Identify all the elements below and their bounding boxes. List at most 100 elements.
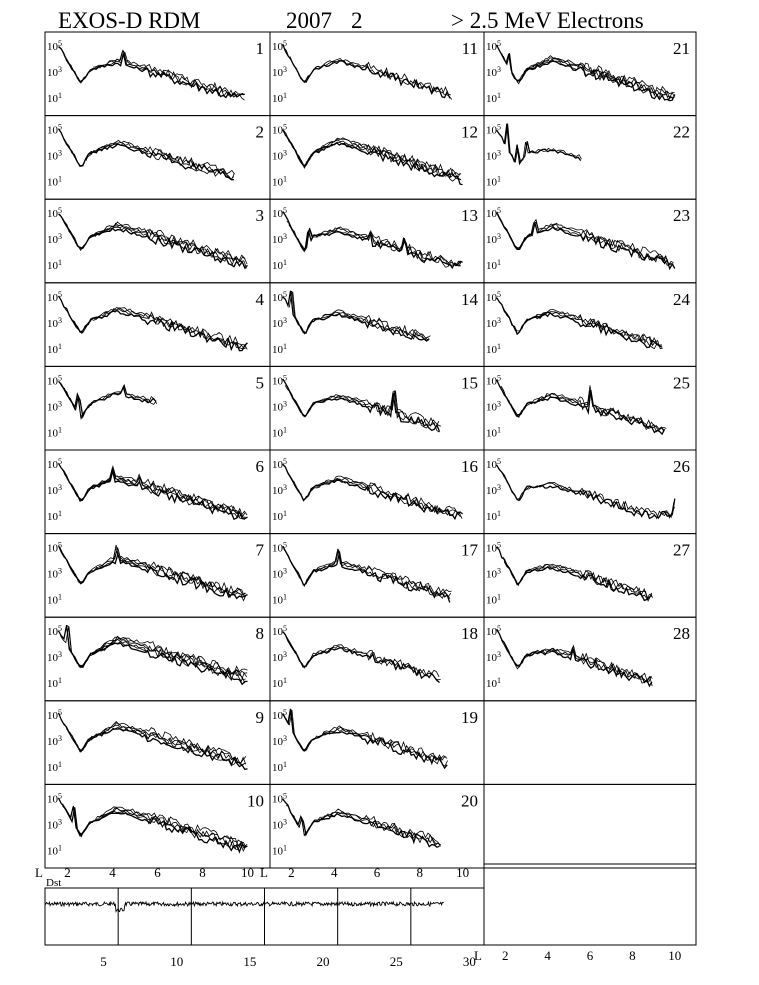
flux-series-line [286, 136, 462, 180]
flux-series-line [71, 636, 248, 675]
y-tick-label: 103 [486, 149, 501, 163]
y-tick-label: 105 [272, 708, 287, 722]
flux-series-line [500, 386, 665, 433]
flux-series-line [98, 547, 248, 598]
day-label: 17 [461, 541, 479, 560]
flux-series-line [501, 53, 676, 100]
flux-series-line [63, 138, 235, 180]
day-label: 21 [673, 39, 690, 58]
y-tick-label: 105 [272, 791, 287, 805]
flux-series-line [516, 390, 665, 432]
flux-series-line [282, 43, 451, 99]
day-label: 27 [673, 541, 691, 560]
y-tick-label: 103 [47, 650, 62, 664]
panel-frame [269, 115, 485, 200]
y-tick-label: 103 [47, 316, 62, 330]
title-particles: > 2.5 MeV Electrons [451, 8, 644, 33]
y-tick-label: 103 [47, 149, 62, 163]
day-label: 15 [461, 373, 478, 392]
day-panel: 14 105 103 101 [272, 290, 479, 356]
dst-label: Dst [46, 877, 61, 889]
y-tick-label: 101 [486, 593, 501, 607]
panel-frame [483, 700, 697, 785]
flux-series-line [289, 56, 453, 100]
dst-x-tick-label: 15 [243, 954, 256, 969]
flux-series-line [289, 390, 442, 427]
flux-series-line [90, 221, 248, 265]
day-panel: 8 105 103 101 [47, 624, 264, 690]
y-tick-label: 103 [272, 567, 287, 581]
flux-series-line [69, 544, 246, 596]
flux-series-line [70, 307, 247, 349]
day-label: 6 [256, 457, 265, 476]
day-panel: 19 105 103 101 [272, 708, 478, 774]
panel-frame [44, 616, 271, 702]
flux-series-line [290, 290, 430, 341]
x-tick-label: 4 [544, 948, 551, 963]
flux-series-line [315, 549, 452, 596]
flux-series-line [285, 804, 441, 847]
day-panel: 20 105 103 101 [272, 791, 478, 857]
day-label: 20 [461, 791, 478, 810]
day-label: 25 [673, 373, 690, 392]
x-tick-label: 4 [331, 865, 338, 880]
y-tick-label: 105 [486, 123, 501, 137]
flux-series-line [85, 139, 235, 175]
flux-series-line [496, 628, 653, 688]
y-tick-label: 101 [272, 593, 287, 607]
panel-frame [44, 783, 271, 869]
y-tick-label: 101 [272, 760, 287, 774]
day-label: 13 [461, 206, 478, 225]
flux-series-line [322, 309, 431, 339]
x-tick-label: 10 [241, 865, 254, 880]
flux-series-line [318, 725, 448, 761]
flux-series-line [59, 381, 158, 421]
title-year: 2007 [286, 8, 332, 33]
y-tick-label: 105 [486, 541, 501, 555]
day-label: 23 [673, 206, 690, 225]
flux-series-line [282, 290, 430, 342]
flux-series-line [285, 709, 448, 767]
y-tick-label: 105 [272, 290, 287, 304]
flux-series-line [57, 128, 235, 181]
flux-series-line [498, 216, 673, 266]
y-tick-label: 101 [486, 258, 501, 272]
y-tick-label: 103 [486, 316, 501, 330]
flux-series-line [504, 123, 582, 163]
day-label: 24 [673, 290, 691, 309]
day-panel: 27 105 103 101 [486, 541, 691, 607]
flux-series-line [57, 712, 248, 771]
x-axis-label: L [260, 865, 268, 880]
flux-series-line [62, 804, 247, 848]
y-tick-label: 101 [486, 425, 501, 439]
x-axis: L 2 4 6 8 10 [35, 865, 254, 880]
panel-frame [483, 783, 697, 869]
y-tick-label: 105 [272, 373, 287, 387]
day-panel: 22 105 103 101 [486, 123, 690, 189]
y-tick-label: 103 [47, 483, 62, 497]
flux-series-line [288, 807, 441, 847]
y-tick-label: 105 [47, 791, 62, 805]
day-label: 28 [673, 624, 690, 643]
y-tick-label: 101 [272, 425, 287, 439]
flux-series-line [315, 475, 463, 519]
flux-series-line [75, 721, 247, 764]
y-tick-label: 101 [272, 258, 287, 272]
day-panel: 15 105 103 101 [272, 373, 478, 439]
y-tick-label: 101 [486, 676, 501, 690]
flux-series-line [534, 308, 662, 347]
flux-series-line [496, 546, 653, 602]
flux-series-line [66, 724, 246, 766]
y-tick-label: 105 [47, 457, 62, 471]
flux-series-line [284, 633, 440, 678]
title-instrument: EXOS-D RDM [58, 8, 200, 33]
day-panel: 13 105 103 101 [272, 206, 478, 272]
y-tick-label: 101 [47, 843, 62, 857]
panel-frame [44, 365, 271, 451]
